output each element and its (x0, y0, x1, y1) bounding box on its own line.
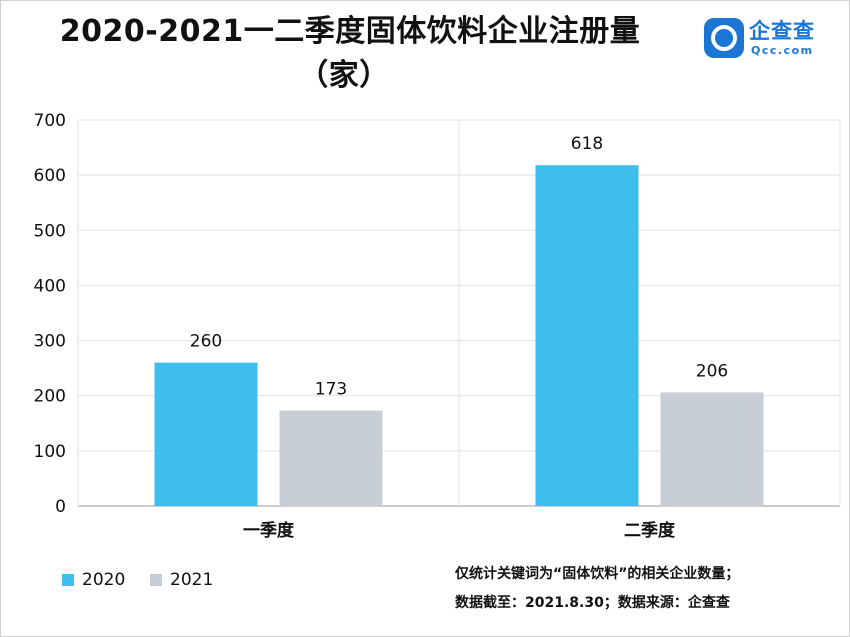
x-tick-label-1: 二季度 (624, 520, 676, 541)
chart-title-line2: （家） (298, 58, 390, 93)
x-tick-label-0: 一季度 (243, 520, 295, 541)
y-tick-label-200: 200 (34, 387, 66, 407)
y-tick-label-400: 400 (34, 276, 66, 296)
qcc-logo-icon (704, 18, 744, 58)
bar-2021-0 (279, 410, 383, 506)
y-tick-label-600: 600 (34, 166, 66, 186)
bar-2020-1 (535, 165, 639, 506)
legend-swatch-2020 (62, 574, 74, 586)
legend-swatch-2021 (150, 574, 162, 586)
bar-2020-0 (154, 362, 258, 506)
data-label-2021-0: 173 (315, 380, 347, 400)
legend-item-2020: 2020 (62, 570, 125, 590)
data-label-2020-1: 618 (571, 134, 603, 154)
source-note-line2: 数据截至：2021.8.30；数据来源：企查查 (455, 595, 730, 611)
chart-title-line1: 2020-2021一二季度固体饮料企业注册量 (59, 14, 641, 49)
legend-label-2020: 2020 (82, 570, 126, 590)
y-tick-label-700: 700 (34, 111, 66, 131)
legend-item-2021: 2021 (150, 570, 213, 590)
y-tick-label-500: 500 (34, 221, 66, 241)
source-note: 仅统计关键词为“固体饮料”的相关企业数量； 数据截至：2021.8.30；数据来… (455, 560, 739, 618)
qcc-logo: 企查查 Qcc.com (704, 18, 844, 62)
y-tick-label-0: 0 (55, 497, 66, 517)
qcc-logo-domain: Qcc.com (751, 44, 814, 57)
data-label-2021-1: 206 (696, 361, 728, 381)
legend-label-2021: 2021 (170, 570, 214, 590)
y-tick-label-300: 300 (34, 332, 66, 352)
data-label-2020-0: 260 (190, 332, 222, 352)
source-note-line1: 仅统计关键词为“固体饮料”的相关企业数量； (455, 566, 740, 582)
y-tick-label-100: 100 (34, 442, 66, 462)
bar-2021-1 (660, 392, 764, 506)
chart-title: 2020-2021一二季度固体饮料企业注册量 （家） (0, 10, 700, 98)
qcc-logo-name: 企查查 (749, 19, 815, 43)
